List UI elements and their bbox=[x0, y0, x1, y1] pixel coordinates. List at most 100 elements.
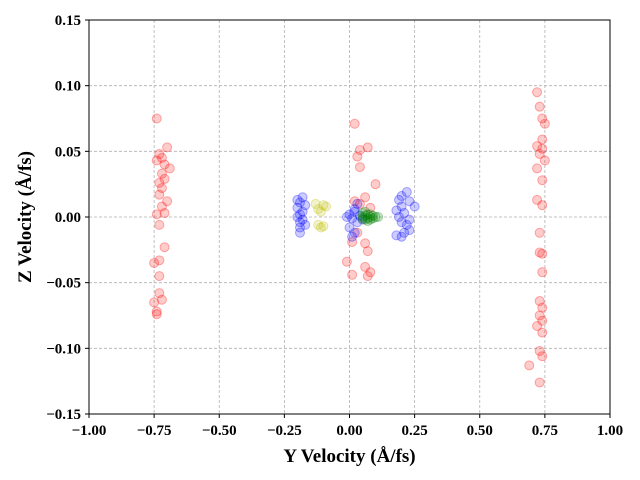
data-point bbox=[154, 219, 165, 230]
data-point bbox=[159, 208, 170, 219]
data-point bbox=[154, 148, 165, 159]
data-point bbox=[154, 189, 165, 200]
data-point bbox=[341, 212, 352, 222]
y-tick-label: 0.05 bbox=[55, 144, 81, 160]
data-point bbox=[352, 198, 363, 209]
data-point bbox=[404, 225, 415, 236]
y-tick-label: 0.15 bbox=[55, 13, 81, 29]
data-point bbox=[295, 197, 306, 208]
data-point bbox=[149, 297, 160, 308]
data-point bbox=[156, 168, 167, 179]
data-point bbox=[149, 257, 160, 268]
data-point bbox=[373, 212, 384, 222]
data-point bbox=[310, 198, 321, 209]
data-point bbox=[313, 219, 324, 230]
data-point bbox=[370, 212, 381, 222]
data-point bbox=[344, 222, 355, 233]
data-point bbox=[315, 222, 326, 233]
data-point bbox=[357, 208, 368, 219]
data-point bbox=[362, 215, 373, 226]
data-point bbox=[537, 351, 548, 362]
axis-ticks: −1.00 −0.75 −0.50 −0.25 0.00 0.25 0.50 0.75 1.00… bbox=[46, 13, 623, 439]
data-point bbox=[537, 267, 548, 278]
data-point bbox=[365, 267, 376, 278]
data-point bbox=[396, 231, 407, 242]
data-point bbox=[360, 210, 371, 221]
data-point bbox=[159, 173, 170, 184]
data-point bbox=[347, 236, 358, 247]
data-point bbox=[367, 213, 378, 224]
data-point bbox=[360, 206, 371, 217]
data-point bbox=[362, 142, 373, 153]
x-tick-label: −0.75 bbox=[137, 423, 172, 439]
data-point bbox=[537, 175, 548, 186]
data-point bbox=[365, 214, 376, 225]
data-point bbox=[300, 219, 311, 230]
data-point bbox=[159, 159, 170, 170]
data-point bbox=[532, 163, 543, 174]
data-point bbox=[349, 118, 360, 129]
data-point bbox=[341, 256, 352, 267]
y-tick-label: 0.10 bbox=[55, 79, 81, 95]
data-point bbox=[534, 101, 545, 112]
data-point bbox=[360, 261, 371, 272]
data-point bbox=[365, 209, 376, 220]
data-point bbox=[537, 248, 548, 259]
data-point bbox=[396, 201, 407, 212]
data-point bbox=[534, 310, 545, 321]
data-point bbox=[404, 214, 415, 225]
data-point bbox=[391, 205, 402, 216]
x-axis-label: Y Velocity (Å/fs) bbox=[283, 446, 415, 467]
data-point bbox=[156, 201, 167, 212]
data-point bbox=[347, 213, 358, 224]
data-point bbox=[365, 202, 376, 213]
data-point bbox=[297, 206, 308, 217]
data-point bbox=[357, 212, 368, 222]
data-point bbox=[292, 202, 303, 213]
data-point bbox=[534, 247, 545, 258]
data-point bbox=[534, 296, 545, 307]
data-point bbox=[151, 155, 162, 166]
y-tick-label: −0.05 bbox=[46, 276, 81, 292]
data-point bbox=[354, 162, 365, 173]
data-point bbox=[537, 143, 548, 154]
data-point bbox=[367, 210, 378, 221]
data-point bbox=[159, 242, 170, 253]
data-point bbox=[537, 302, 548, 313]
data-point bbox=[534, 227, 545, 238]
data-point bbox=[151, 306, 162, 317]
y-tick-label: 0.00 bbox=[55, 210, 81, 226]
data-point bbox=[365, 212, 376, 222]
data-point bbox=[156, 152, 167, 163]
data-point bbox=[524, 360, 535, 371]
data-point bbox=[404, 196, 415, 207]
data-points bbox=[149, 87, 550, 388]
data-point bbox=[344, 209, 355, 220]
data-point bbox=[534, 345, 545, 356]
data-point bbox=[537, 134, 548, 145]
data-point bbox=[315, 206, 326, 217]
data-point bbox=[401, 187, 412, 198]
data-point bbox=[362, 209, 373, 220]
data-point bbox=[360, 238, 371, 249]
data-point bbox=[321, 201, 332, 212]
data-point bbox=[295, 209, 306, 220]
data-point bbox=[537, 200, 548, 211]
data-point bbox=[154, 271, 165, 282]
x-tick-label: 1.00 bbox=[597, 423, 623, 439]
data-point bbox=[349, 196, 360, 207]
data-point bbox=[349, 204, 360, 215]
data-point bbox=[349, 206, 360, 217]
data-point bbox=[409, 201, 420, 212]
data-point bbox=[156, 294, 167, 305]
data-point bbox=[362, 271, 373, 282]
data-point bbox=[300, 200, 311, 211]
data-point bbox=[360, 192, 371, 203]
data-point bbox=[318, 221, 329, 232]
data-point bbox=[352, 227, 363, 238]
data-point bbox=[537, 113, 548, 124]
data-point bbox=[534, 148, 545, 159]
data-point bbox=[532, 141, 543, 152]
